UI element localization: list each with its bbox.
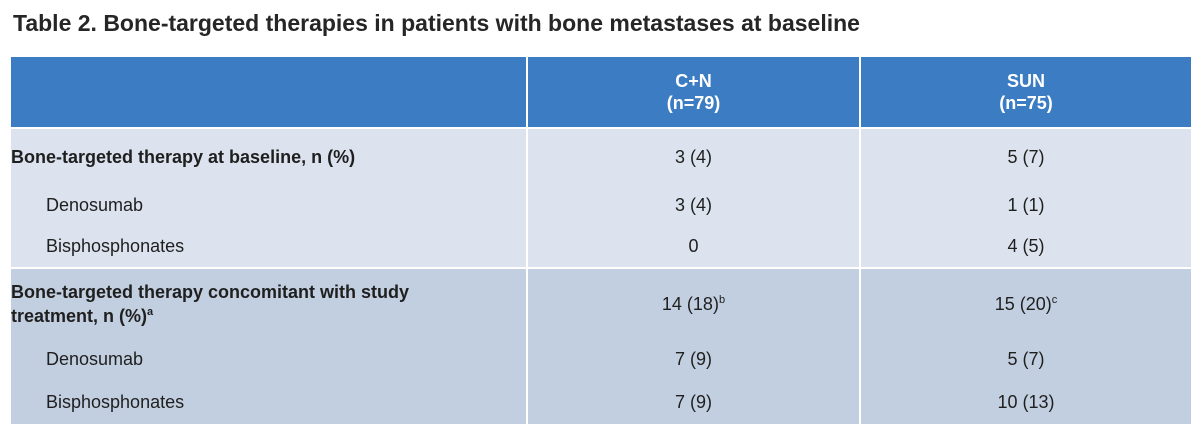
cell-value-text: 14 (18) — [661, 294, 719, 314]
cell-value: 5 (7) — [859, 339, 1191, 380]
cell-value: 4 (5) — [859, 226, 1191, 268]
header-label-cell — [11, 57, 527, 128]
row-label-line2: treatment, n (%) — [11, 306, 148, 326]
cell-value: 0 — [526, 226, 860, 268]
row-label: Bone-targeted therapy at baseline, n (%) — [11, 127, 527, 185]
therapy-table: C+N (n=79) SUN (n=75) Bone-targeted ther… — [11, 57, 1191, 424]
table-row: Bisphosphonates 0 4 (5) — [11, 226, 1191, 268]
cell-value: 15 (20)c — [859, 267, 1191, 339]
cell-value-text: 15 (20) — [994, 294, 1052, 314]
cell-value: 7 (9) — [526, 380, 860, 424]
cell-value: 1 (1) — [859, 185, 1191, 226]
table-row: Bone-targeted therapy at baseline, n (%)… — [11, 127, 1191, 185]
header-cn: C+N (n=79) — [526, 57, 860, 128]
table-row: Bisphosphonates 7 (9) 10 (13) — [11, 380, 1191, 424]
header-sun: SUN (n=75) — [859, 57, 1191, 128]
table-row: Denosumab 7 (9) 5 (7) — [11, 339, 1191, 380]
table-title: Table 2. Bone-targeted therapies in pati… — [13, 10, 860, 36]
column-n: (n=75) — [999, 93, 1053, 113]
footnote-marker: a — [147, 306, 154, 318]
cell-value: 7 (9) — [526, 339, 860, 380]
row-label: Bone-targeted therapy concomitant with s… — [11, 267, 527, 339]
table-row: Bone-targeted therapy concomitant with s… — [11, 267, 1191, 339]
row-label-line1: Bone-targeted therapy concomitant with s… — [11, 282, 410, 302]
cell-value: 5 (7) — [859, 127, 1191, 185]
cell-value: 3 (4) — [526, 127, 860, 185]
cell-value: 3 (4) — [526, 185, 860, 226]
header-row: C+N (n=79) SUN (n=75) — [11, 57, 1191, 128]
footnote-marker: c — [1051, 294, 1058, 306]
table-row: Denosumab 3 (4) 1 (1) — [11, 185, 1191, 226]
footnote-marker: b — [718, 294, 726, 306]
row-label: Bisphosphonates — [11, 380, 527, 424]
column-name: C+N — [675, 71, 712, 91]
row-label: Denosumab — [11, 339, 527, 380]
column-name: SUN — [1006, 71, 1045, 91]
column-n: (n=79) — [666, 93, 721, 113]
cell-value: 14 (18)b — [526, 267, 860, 339]
row-label: Denosumab — [11, 185, 527, 226]
row-label: Bisphosphonates — [11, 226, 527, 268]
cell-value: 10 (13) — [859, 380, 1191, 424]
